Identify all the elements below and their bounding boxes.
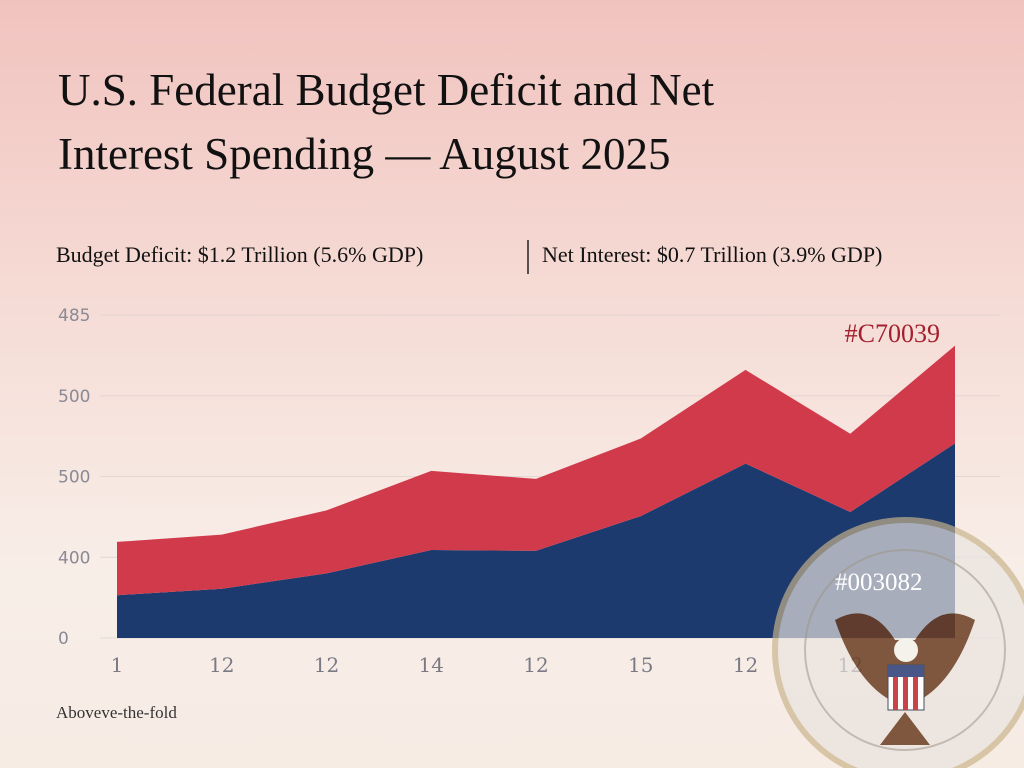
area: [117, 443, 955, 638]
series-label: #003082: [835, 569, 923, 596]
y-tick-label: 0: [58, 629, 69, 649]
plot-area: 0400500500485112121412151212: [58, 306, 1000, 677]
x-tick-label: 15: [628, 653, 653, 677]
footer: Aboveve-the-fold: [56, 703, 177, 722]
series-label: #C70039: [845, 319, 940, 348]
x-tick-label: 12: [733, 653, 758, 677]
area: [117, 345, 955, 596]
subtitle-interest: Net Interest: $0.7 Trillion (3.9% GDP): [542, 242, 882, 267]
y-tick-label: 500: [58, 468, 90, 488]
x-tick-label: 1: [111, 653, 124, 677]
x-tick-label: 12: [523, 653, 548, 677]
y-tick-label: 500: [58, 387, 90, 407]
x-tick-label: 12: [209, 653, 234, 677]
y-tick-label: 400: [58, 548, 90, 568]
x-tick-label: 14: [419, 653, 444, 677]
subtitle-deficit: Budget Deficit: $1.2 Trillion (5.6% GDP): [56, 242, 423, 267]
y-tick-label: 485: [58, 306, 90, 326]
x-tick-label: 12: [314, 653, 339, 677]
seal: [772, 517, 1024, 768]
chart-title: U.S. Federal Budget Deficit and Net Inter…: [58, 65, 715, 179]
